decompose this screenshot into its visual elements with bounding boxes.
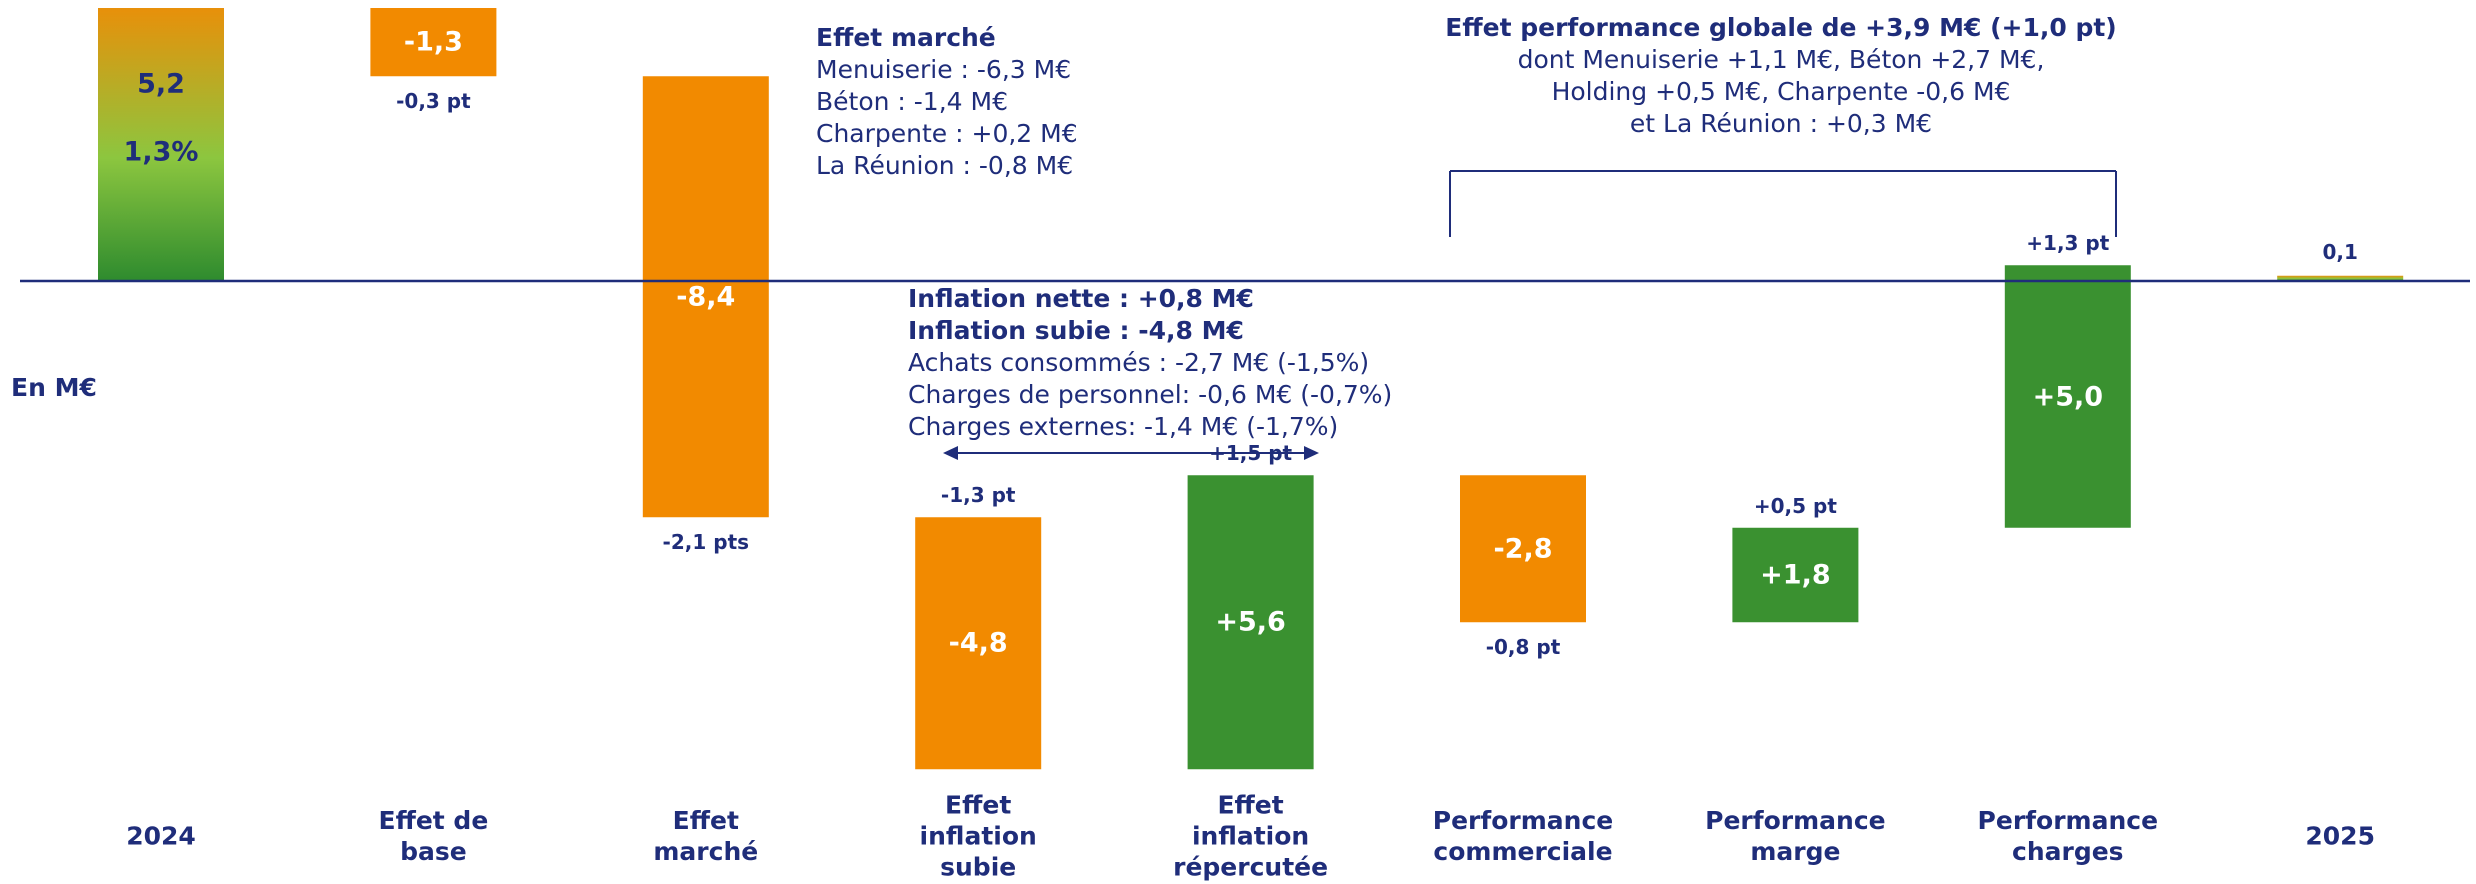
- x-tick-label: Performance commerciale: [1432, 806, 1614, 866]
- value-label: +1,8: [1760, 559, 1831, 591]
- margin-label: -0,3 pt: [396, 89, 471, 114]
- margin-label: -2,1 pts: [662, 530, 750, 555]
- bar: [642, 76, 769, 518]
- margin-label: -1,3 pt: [940, 483, 1016, 508]
- annotation-title: Effet performance globale de +3,9 M€ (+1…: [1445, 13, 2117, 42]
- x-tick-label: 2024: [126, 821, 196, 851]
- annotation-line: La Réunion : -0,8 M€: [816, 151, 1074, 180]
- annotation-title: Inflation subie : -4,8 M€: [908, 316, 1244, 345]
- margin-label: +0,5 pt: [1753, 493, 1837, 518]
- value-label: +5,0: [2032, 381, 2104, 412]
- x-tick-label: Effet inflation subie: [919, 790, 1037, 882]
- bar: [1187, 475, 1314, 770]
- annotation-line: et La Réunion : +0,3 M€: [1629, 109, 1933, 138]
- annotation-line: dont Menuiserie +1,1 M€, Béton +2,7 M€,: [1517, 45, 2045, 74]
- annotation-title: Effet marché: [816, 23, 996, 52]
- bar: [1732, 527, 1859, 623]
- annotation-line: Béton : -1,4 M€: [816, 87, 1008, 116]
- x-tick-label: Effet inflation répercutée: [1173, 790, 1329, 882]
- x-tick-label: Effet de base: [378, 806, 489, 866]
- annotation-title: Inflation nette : +0,8 M€: [908, 284, 1254, 313]
- x-tick-label: Performance charges: [1977, 806, 2159, 866]
- annotation-line: Menuiserie : -6,3 M€: [816, 55, 1072, 84]
- margin-label: -0,8 pt: [1485, 635, 1561, 660]
- x-tick-label: Performance marge: [1705, 806, 1886, 866]
- bar: [915, 517, 1042, 770]
- value-label: -2,8: [1493, 533, 1553, 565]
- annotation-line: Achats consommés : -2,7 M€ (-1,5%): [908, 348, 1370, 377]
- value-label: 5,2: [137, 68, 185, 100]
- value-label: -4,8: [948, 627, 1008, 659]
- y-axis-label: En M€: [11, 373, 97, 402]
- value-label: -8,4: [676, 281, 736, 313]
- bar: [2004, 265, 2131, 528]
- arrow-head: [1304, 446, 1319, 460]
- value-label: +5,6: [1215, 606, 1286, 638]
- x-tick-label: 2025: [2305, 821, 2375, 851]
- arrow-head: [943, 446, 958, 460]
- annotation-line: Holding +0,5 M€, Charpente -0,6 M€: [1551, 77, 2011, 106]
- annotation-line: Charges externes: -1,4 M€ (-1,7%): [908, 412, 1339, 441]
- bar: [98, 8, 224, 281]
- margin-label: 1,3%: [123, 136, 199, 168]
- bar: [2277, 275, 2404, 281]
- margin-label: +1,3 pt: [2026, 231, 2110, 256]
- value-label: 0,1: [2322, 239, 2358, 264]
- annotation-line: Charpente : +0,2 M€: [816, 119, 1078, 148]
- bar: [370, 8, 497, 77]
- x-tick-label: Effet marché: [653, 806, 759, 866]
- value-label: -1,3: [403, 26, 463, 58]
- margin-label: +1,5 pt: [1209, 441, 1293, 466]
- bar: [1460, 475, 1586, 623]
- annotation-line: Charges de personnel: -0,6 M€ (-0,7%): [908, 380, 1393, 409]
